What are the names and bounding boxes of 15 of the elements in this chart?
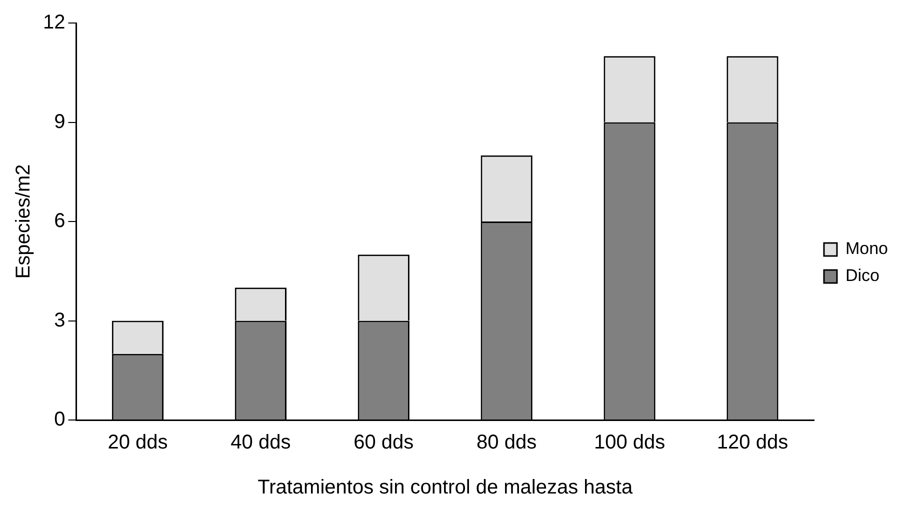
y-tick-label: 9 <box>54 110 66 133</box>
legend-label: Dico <box>845 266 880 286</box>
legend-label: Mono <box>845 239 888 258</box>
x-tick-label: 40 dds <box>230 432 291 454</box>
y-tick-label: 6 <box>54 210 66 232</box>
x-tick-label: 60 dds <box>354 432 414 454</box>
x-axis-title: Tratamientos sin control de malezas hasta <box>258 476 634 499</box>
y-tick-label: 12 <box>42 12 66 34</box>
x-tick-label: 20 dds <box>108 432 168 454</box>
x-tick-label: 80 dds <box>476 432 537 454</box>
x-tick-label: 120 dds <box>716 432 788 454</box>
x-tick-label: 100 dds <box>594 432 666 454</box>
y-tick-label: 0 <box>54 408 66 431</box>
y-tick-label: 3 <box>54 309 66 332</box>
y-axis-title: Especies/m2 <box>12 164 35 279</box>
